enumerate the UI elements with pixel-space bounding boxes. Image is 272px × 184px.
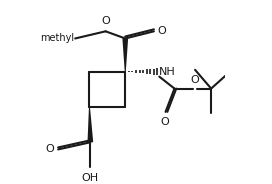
Polygon shape xyxy=(88,107,93,142)
Text: O: O xyxy=(190,75,199,85)
Text: OH: OH xyxy=(82,173,99,183)
Text: O: O xyxy=(158,26,166,36)
Text: methyl: methyl xyxy=(40,33,74,43)
Text: O: O xyxy=(101,16,110,26)
Polygon shape xyxy=(122,38,128,72)
Text: O: O xyxy=(45,144,54,154)
Text: O: O xyxy=(160,117,169,127)
Text: NH: NH xyxy=(159,67,176,77)
